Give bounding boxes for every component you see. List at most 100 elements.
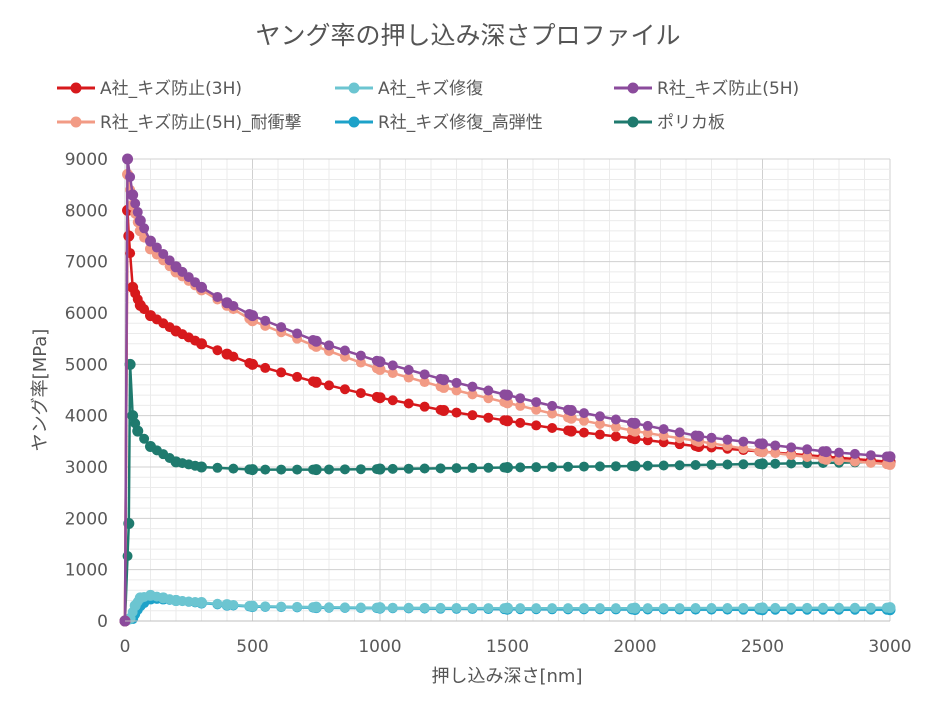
- data-marker: [690, 603, 701, 614]
- legend-item: R社_キズ防止(5H)_耐衝撃: [57, 113, 302, 133]
- data-marker: [865, 450, 876, 461]
- data-marker: [642, 428, 653, 439]
- data-marker: [483, 462, 494, 473]
- x-tick-label: 2500: [741, 637, 784, 657]
- data-marker: [674, 603, 685, 614]
- data-marker: [658, 603, 669, 614]
- data-marker: [127, 189, 138, 200]
- x-axis-label: 押し込み深さ[nm]: [432, 666, 583, 687]
- data-marker: [339, 602, 350, 613]
- data-marker: [139, 433, 150, 444]
- data-marker: [260, 315, 271, 326]
- y-tick-label: 8000: [65, 201, 108, 221]
- data-marker: [451, 463, 462, 474]
- data-marker: [371, 602, 382, 613]
- data-marker: [563, 404, 574, 415]
- data-marker: [642, 420, 653, 431]
- data-marker: [658, 460, 669, 471]
- data-marker: [531, 603, 542, 614]
- chart-title: ヤング率の押し込み深さプロファイル: [255, 21, 680, 50]
- data-marker: [594, 419, 605, 430]
- data-marker: [610, 422, 621, 433]
- data-marker: [139, 304, 150, 315]
- x-tick-label: 2000: [613, 637, 656, 657]
- data-marker: [610, 431, 621, 442]
- data-marker: [419, 369, 430, 380]
- data-marker: [674, 460, 685, 471]
- data-marker: [738, 459, 749, 470]
- legend-swatch-marker: [627, 82, 639, 94]
- data-marker: [371, 464, 382, 475]
- data-marker: [451, 385, 462, 396]
- data-marker: [260, 362, 271, 373]
- data-marker: [834, 447, 844, 458]
- data-marker: [212, 598, 223, 609]
- data-marker: [451, 602, 462, 613]
- series-group: [119, 589, 896, 627]
- y-tick-label: 2000: [65, 509, 108, 529]
- data-marker: [196, 597, 207, 608]
- legend-swatch-marker: [70, 82, 82, 94]
- data-marker: [435, 602, 446, 613]
- data-marker: [515, 603, 526, 614]
- series-group: [119, 153, 896, 627]
- data-marker: [658, 424, 669, 435]
- data-marker: [547, 422, 558, 433]
- data-marker: [642, 603, 653, 614]
- data-marker: [451, 407, 462, 418]
- data-marker: [515, 417, 526, 428]
- data-marker: [419, 463, 430, 474]
- data-marker: [754, 438, 765, 449]
- data-marker: [324, 340, 334, 351]
- legend-item: A社_キズ防止(3H): [57, 79, 242, 99]
- data-marker: [164, 255, 175, 266]
- data-marker: [339, 345, 350, 356]
- data-marker: [547, 603, 558, 614]
- data-marker: [770, 602, 781, 613]
- data-marker: [770, 458, 781, 469]
- data-marker: [403, 364, 414, 375]
- data-marker: [371, 355, 382, 366]
- data-marker: [499, 415, 510, 426]
- data-marker: [339, 384, 350, 395]
- data-marker: [308, 602, 319, 613]
- data-marker: [483, 385, 494, 396]
- data-marker: [324, 380, 334, 391]
- x-tick-label: 3000: [868, 637, 911, 657]
- data-marker: [594, 461, 605, 472]
- legend-label: R社_キズ防止(5H)_耐衝撃: [100, 113, 302, 133]
- data-marker: [276, 464, 287, 475]
- data-marker: [387, 368, 398, 379]
- axes: 0 500 1000 1500 2000 2500 3000 0 1000 2000 3000 400…: [65, 150, 912, 657]
- data-marker: [308, 334, 319, 345]
- data-marker: [139, 223, 150, 234]
- data-marker: [579, 461, 589, 472]
- data-marker: [403, 372, 414, 383]
- data-marker: [563, 603, 574, 614]
- data-marker: [196, 282, 207, 293]
- data-marker: [339, 464, 350, 475]
- data-marker: [802, 451, 813, 462]
- data-marker: [435, 373, 446, 384]
- data-marker: [770, 440, 781, 451]
- data-marker: [292, 601, 303, 612]
- y-tick-label: 9000: [65, 150, 108, 170]
- data-marker: [626, 417, 637, 428]
- data-marker: [387, 395, 398, 406]
- data-marker: [563, 461, 574, 472]
- data-marker: [228, 300, 239, 311]
- data-marker: [499, 389, 510, 400]
- data-marker: [706, 459, 717, 470]
- data-marker: [547, 408, 558, 419]
- data-marker: [722, 602, 733, 613]
- data-marker: [483, 412, 494, 423]
- data-marker: [594, 429, 605, 440]
- legend-swatch-marker: [348, 116, 360, 128]
- data-marker: [690, 430, 701, 441]
- x-tick-label: 500: [236, 637, 268, 657]
- data-marker: [212, 291, 223, 302]
- data-marker: [754, 602, 765, 613]
- x-tick-label: 1500: [486, 637, 529, 657]
- data-marker: [849, 602, 860, 613]
- data-marker: [881, 451, 892, 462]
